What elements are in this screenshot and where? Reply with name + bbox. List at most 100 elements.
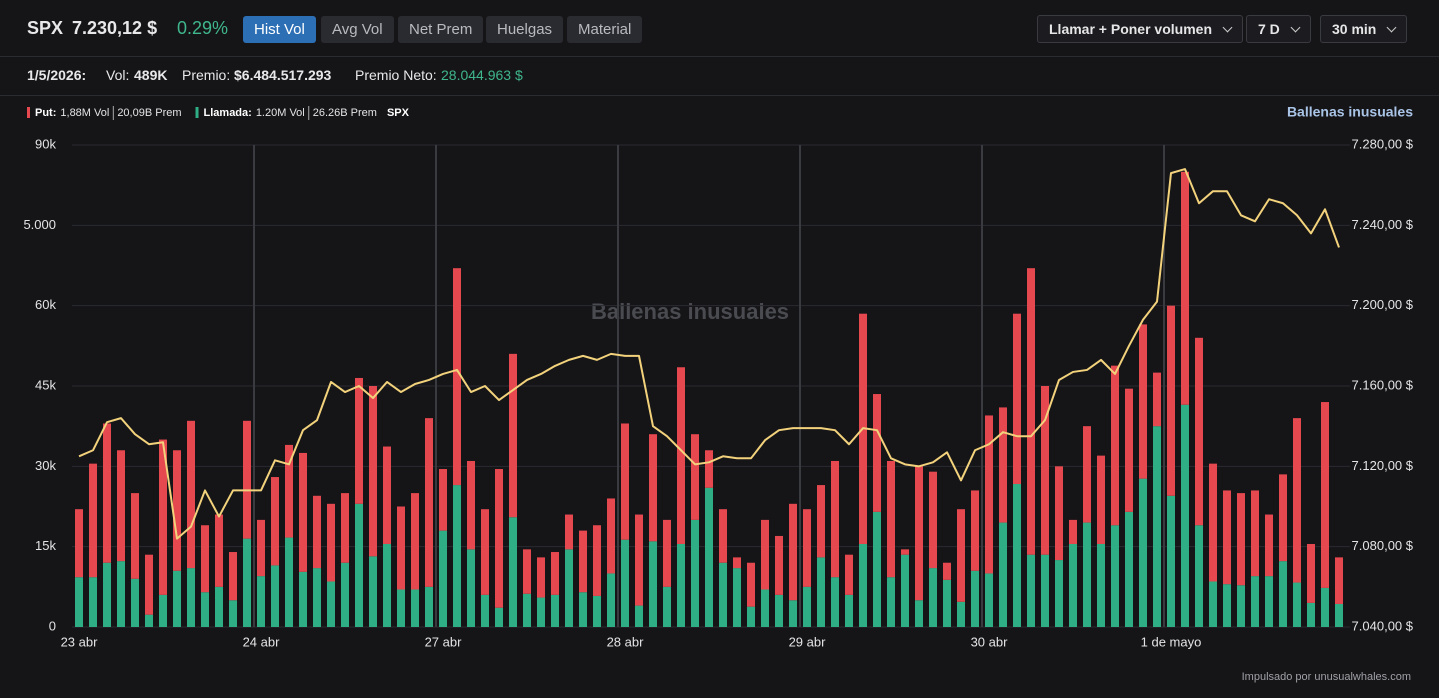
bar xyxy=(481,594,489,627)
separator xyxy=(0,56,1439,57)
dropdown[interactable]: 30 min xyxy=(1320,15,1408,43)
brand: Ballenas inusuales xyxy=(1287,104,1413,120)
summary-label: Premio: xyxy=(182,67,231,83)
bar xyxy=(495,469,503,608)
bar xyxy=(957,509,965,602)
bar xyxy=(453,485,461,627)
dropdown[interactable]: Llamar + Poner volumen xyxy=(1037,15,1243,43)
summary-value: $6.484.517.293 xyxy=(234,67,332,83)
bar xyxy=(509,353,517,518)
bar xyxy=(327,503,335,582)
bar xyxy=(285,444,293,538)
bar xyxy=(1195,525,1203,627)
y2-tick-label: 7.040,00 $ xyxy=(1352,618,1414,633)
bar xyxy=(1111,365,1119,526)
bar xyxy=(467,549,475,627)
x-tick-label: 24 abr xyxy=(243,634,281,649)
bar xyxy=(481,509,489,595)
bar xyxy=(397,589,405,627)
bar xyxy=(271,565,279,627)
tab[interactable]: Material xyxy=(567,16,643,43)
bar xyxy=(1223,584,1231,627)
bar xyxy=(579,530,587,593)
bar xyxy=(733,568,741,627)
bar xyxy=(1265,514,1273,577)
bar xyxy=(1279,474,1287,562)
bar xyxy=(411,589,419,627)
bar xyxy=(719,509,727,563)
bar xyxy=(873,511,881,627)
bar xyxy=(1167,495,1175,627)
x-tick-label: 27 abr xyxy=(425,634,463,649)
y-tick-label: 60k xyxy=(35,297,56,312)
legend-stat: 20,09B Prem xyxy=(117,107,181,119)
bar xyxy=(607,498,615,574)
bar xyxy=(859,543,867,627)
bar xyxy=(1013,313,1021,485)
bar xyxy=(999,407,1007,523)
bar xyxy=(187,420,195,569)
x-tick-label: 23 abr xyxy=(61,634,99,649)
bar xyxy=(635,514,643,606)
bar xyxy=(1027,268,1035,555)
bar xyxy=(873,394,881,512)
bar xyxy=(1139,324,1147,479)
bar xyxy=(299,571,307,627)
y2-tick-label: 7.160,00 $ xyxy=(1352,377,1414,392)
bar xyxy=(355,377,363,504)
dropdown[interactable]: 7 D xyxy=(1246,15,1311,43)
bar xyxy=(691,519,699,627)
bar xyxy=(257,576,265,627)
tab[interactable]: Net Prem xyxy=(398,16,484,43)
bar xyxy=(1251,576,1259,627)
y-tick-label: 45k xyxy=(35,377,56,392)
bar xyxy=(551,552,559,595)
bar xyxy=(831,460,839,578)
bar xyxy=(705,487,713,627)
bar xyxy=(383,446,391,544)
bar xyxy=(943,579,951,627)
y-tick-label: 5.000 xyxy=(23,217,56,232)
bar xyxy=(1321,402,1329,588)
bar xyxy=(789,503,797,601)
bar xyxy=(229,600,237,627)
bar xyxy=(887,577,895,627)
bar xyxy=(1041,386,1049,555)
bar xyxy=(1181,404,1189,627)
footer: Impulsado por unusualwhales.com xyxy=(1242,671,1411,683)
tab[interactable]: Hist Vol xyxy=(243,16,316,43)
bar xyxy=(663,519,671,587)
bar xyxy=(1097,543,1105,627)
bar xyxy=(649,541,657,627)
bar xyxy=(1251,490,1259,577)
summary-value: 28.044.963 $ xyxy=(441,67,523,83)
legend-label: Put: xyxy=(35,107,56,119)
bar xyxy=(719,562,727,627)
bar xyxy=(1083,426,1091,523)
bar xyxy=(215,514,223,587)
bar xyxy=(1307,543,1315,603)
bar xyxy=(1279,561,1287,627)
bar xyxy=(103,562,111,627)
bar xyxy=(397,506,405,590)
tab[interactable]: Huelgas xyxy=(486,16,564,43)
bar xyxy=(425,586,433,627)
bar xyxy=(1195,337,1203,526)
bar xyxy=(1335,557,1343,604)
legend-label: SPX xyxy=(387,107,410,119)
bar xyxy=(187,568,195,627)
y2-tick-label: 7.240,00 $ xyxy=(1352,217,1414,232)
price: 7.230,12 $ xyxy=(72,18,158,38)
bar xyxy=(89,577,97,627)
watermark: Ballenas inusuales xyxy=(591,299,789,324)
bar xyxy=(1237,585,1245,627)
bar xyxy=(929,471,937,569)
bar xyxy=(117,450,125,562)
tab[interactable]: Avg Vol xyxy=(321,16,394,43)
bar xyxy=(1307,602,1315,627)
symbol: SPX xyxy=(27,18,64,38)
bar xyxy=(1223,490,1231,585)
bar xyxy=(565,549,573,627)
bar xyxy=(75,577,83,627)
legend-label: Llamada: xyxy=(204,107,252,119)
